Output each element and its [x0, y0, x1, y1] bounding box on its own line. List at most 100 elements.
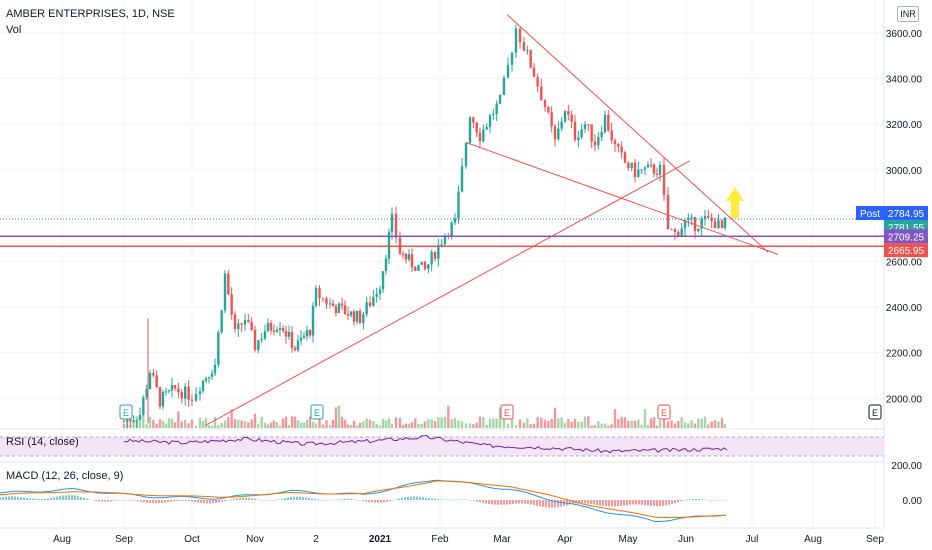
volume-bar — [518, 419, 522, 428]
volume-bar — [693, 423, 697, 428]
volume-bar — [145, 424, 148, 428]
macd-histogram-bar — [467, 499, 469, 501]
macd-histogram-bar — [713, 500, 715, 501]
candle-body — [723, 218, 727, 228]
macd-histogram-bar — [314, 498, 316, 500]
volume-bar — [210, 425, 214, 428]
candle-body — [707, 215, 710, 218]
volume-bar — [700, 418, 703, 428]
volume-bar — [275, 422, 279, 428]
volume-bar — [311, 421, 315, 428]
macd-histogram-bar — [587, 500, 589, 504]
earnings-marker-label: E — [661, 408, 667, 418]
volume-bar — [532, 423, 536, 428]
earnings-marker[interactable] — [119, 404, 133, 420]
macd-histogram-bar — [59, 496, 61, 500]
macd-histogram-bar — [146, 500, 148, 503]
volume-bar — [666, 421, 670, 428]
candle-body — [349, 311, 353, 316]
volume-bar — [464, 423, 468, 428]
volume-bar — [502, 418, 506, 428]
macd-histogram-bar — [47, 498, 49, 500]
earnings-marker[interactable] — [500, 404, 514, 420]
volume-bar — [365, 418, 368, 428]
macd-histogram-bar — [164, 500, 166, 503]
macd-histogram-bar — [428, 498, 430, 500]
macd-histogram-bar — [65, 495, 67, 500]
macd-histogram-bar — [395, 499, 397, 501]
macd-histogram-bar — [722, 500, 724, 501]
volume-bar — [204, 418, 208, 428]
macd-histogram-bar — [707, 499, 709, 501]
trendline-support — [204, 160, 691, 427]
candle-body — [401, 253, 405, 255]
candle-body — [387, 232, 391, 259]
macd-histogram-bar — [680, 500, 682, 502]
macd-histogram-bar — [593, 500, 595, 505]
candle-body — [652, 164, 656, 174]
candle-body — [318, 287, 321, 299]
macd-histogram-bar — [74, 495, 76, 500]
macd-tick-label: 200.00 — [891, 461, 922, 472]
volume-bar — [381, 418, 385, 428]
time-tick-label: Sep — [115, 534, 133, 545]
candle-body — [646, 164, 650, 168]
macd-histogram-bar — [494, 500, 496, 505]
candle-body — [498, 94, 502, 104]
volume-bar — [677, 420, 680, 428]
candle-body — [404, 253, 408, 260]
volume-bar — [401, 425, 405, 428]
candle-body — [677, 231, 680, 236]
candle-body — [407, 254, 411, 260]
candle-body — [577, 137, 580, 140]
volume-bar — [723, 423, 727, 428]
volume-bar — [132, 420, 135, 428]
candle-body — [378, 289, 382, 294]
macd-histogram-bar — [353, 499, 355, 500]
candle-body — [362, 314, 365, 324]
volume-bar — [713, 420, 717, 428]
candle-body — [613, 140, 617, 144]
candle-body — [372, 296, 375, 306]
macd-histogram-bar — [92, 500, 94, 501]
macd-histogram-bar — [449, 499, 451, 501]
rsi-band — [0, 437, 884, 456]
macd-histogram-bar — [110, 500, 112, 502]
volume-bar — [510, 417, 514, 428]
volume-bar — [207, 425, 211, 428]
earnings-marker[interactable] — [868, 404, 882, 420]
candle-body — [247, 319, 250, 323]
earnings-marker[interactable] — [310, 404, 324, 420]
volume-bar — [630, 420, 633, 428]
candle-body — [640, 169, 643, 171]
volume-bar — [453, 417, 457, 428]
volume-bar — [457, 420, 460, 428]
candle-body — [649, 164, 653, 166]
macd-histogram-bar — [128, 500, 130, 501]
macd-label: MACD (12, 26, close, 9) — [6, 470, 124, 482]
candle-body — [427, 264, 430, 269]
volume-bar — [690, 420, 693, 428]
candle-body — [217, 332, 220, 365]
volume-bar — [233, 418, 237, 428]
candle-body — [290, 331, 294, 349]
currency-button[interactable]: INR — [897, 6, 919, 22]
candle-body — [272, 330, 276, 332]
candle-body — [334, 306, 338, 314]
macd-histogram-bar — [95, 500, 97, 501]
earnings-marker[interactable] — [657, 404, 671, 420]
volume-bar — [240, 420, 243, 428]
volume-bar — [437, 417, 440, 428]
macd-histogram-bar — [200, 500, 202, 503]
volume-bar — [687, 423, 690, 428]
candle-body — [703, 215, 707, 219]
volume-bar — [187, 423, 190, 428]
candle-body — [260, 338, 263, 341]
volume-bar — [247, 422, 250, 428]
candle-body — [325, 298, 328, 305]
macd-histogram-bar — [293, 496, 295, 500]
macd-histogram-bar — [224, 500, 226, 501]
macd-histogram-bar — [266, 500, 268, 501]
